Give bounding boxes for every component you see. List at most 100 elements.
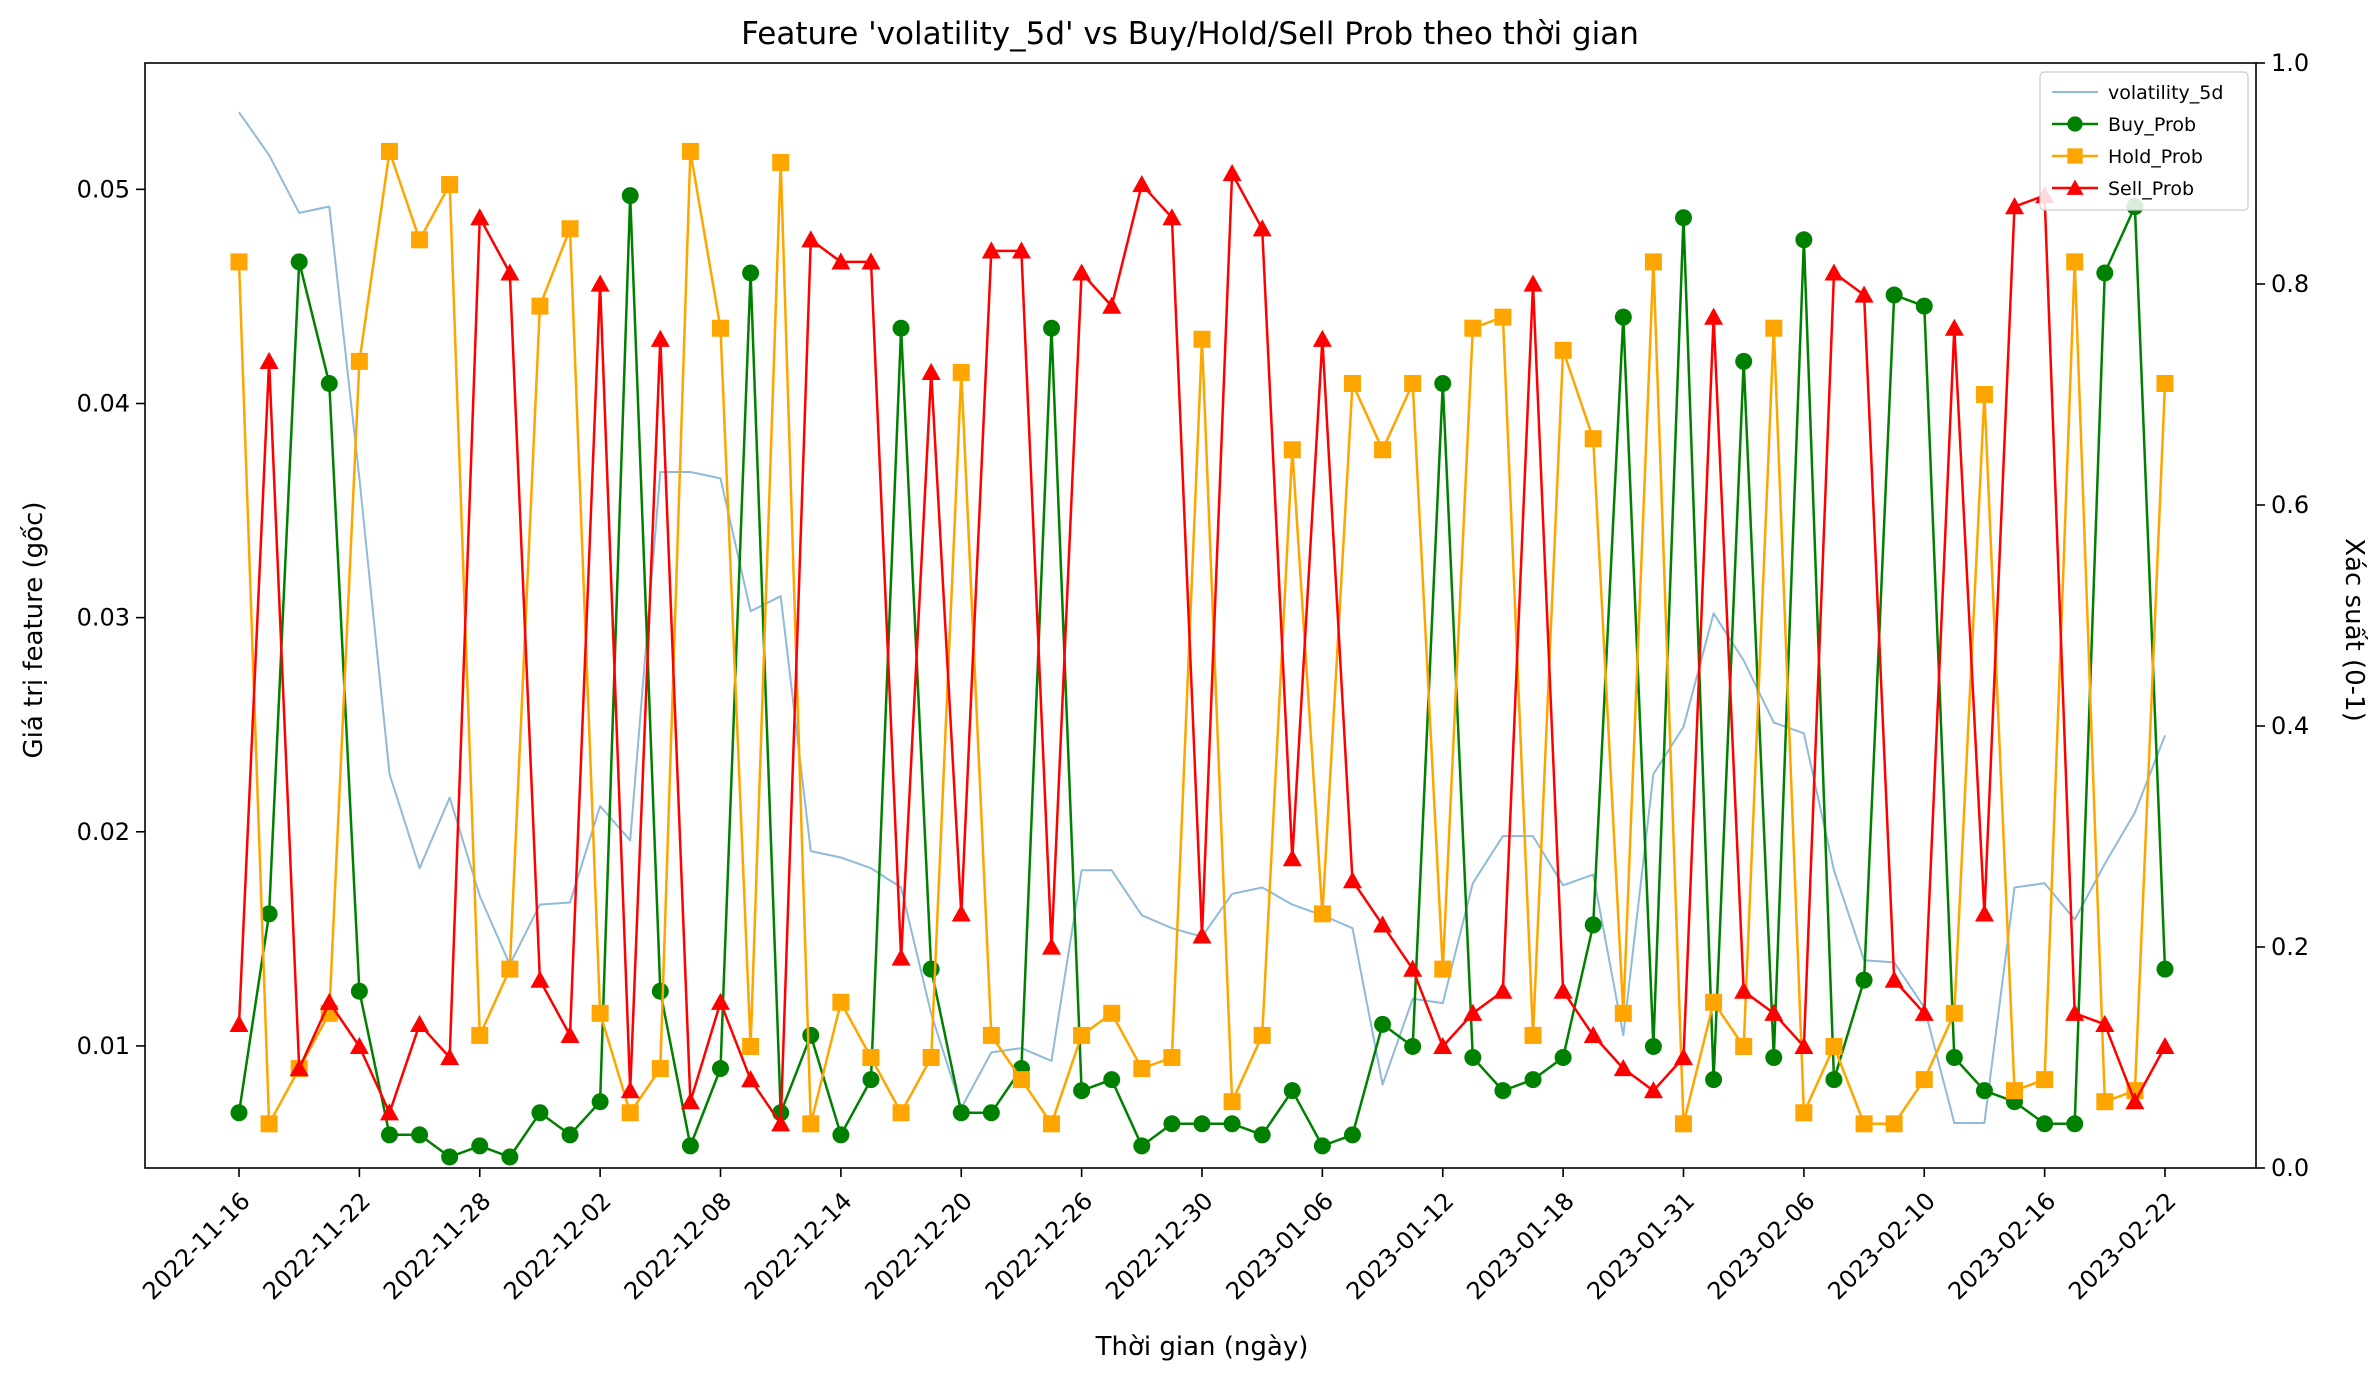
data-point-buy-prob [561,1126,579,1144]
data-point-buy-prob [471,1137,489,1155]
data-point-hold-prob [1675,1115,1692,1133]
data-point-sell-prob [1162,208,1182,226]
data-point-sell-prob [319,992,339,1010]
data-point-hold-prob [1765,319,1783,337]
data-point-hold-prob [862,1049,880,1066]
data-point-hold-prob [1374,441,1392,459]
data-point-hold-prob [1343,374,1361,392]
data-point-hold-prob [2066,253,2084,271]
data-point-buy-prob [862,1071,880,1089]
data-point-hold-prob [1584,430,1602,448]
data-point-hold-prob [1494,308,1512,326]
data-point-hold-prob [1163,1049,1181,1066]
data-point-sell-prob [440,1048,460,1066]
data-point-buy-prob [1404,1037,1422,1055]
data-point-hold-prob [350,352,368,370]
data-point-hold-prob [1825,1037,1843,1055]
data-point-buy-prob [1765,1049,1783,1066]
data-point-buy-prob [681,1137,699,1155]
data-point-buy-prob [1253,1126,1271,1144]
data-point-hold-prob [1253,1026,1271,1044]
data-point-hold-prob [1434,960,1452,978]
y-right-tick-label: 0.4 [2271,712,2309,740]
data-point-buy-prob [1675,209,1692,227]
data-point-buy-prob [591,1093,609,1111]
y-axis-label-right: Xác suất (0-1) [2339,538,2369,721]
y-left-tick-label: 0.01 [77,1032,130,1060]
data-point-hold-prob [2156,374,2174,392]
y-right-tick-label: 1.0 [2271,49,2309,77]
data-point-buy-prob [411,1126,429,1144]
data-point-hold-prob [802,1115,820,1133]
data-point-sell-prob [1613,1059,1633,1077]
data-point-sell-prob [1764,1003,1784,1021]
data-point-sell-prob [861,252,881,270]
data-point-hold-prob [1644,253,1662,271]
data-point-hold-prob [1464,319,1482,337]
data-point-buy-prob [1313,1137,1331,1155]
data-point-hold-prob [1012,1071,1030,1089]
data-point-sell-prob [1312,329,1332,347]
data-point-hold-prob [1404,374,1422,392]
data-point-sell-prob [650,329,670,347]
data-point-sell-prob [590,274,610,292]
data-point-hold-prob [1855,1115,1873,1133]
data-point-hold-prob [2096,1093,2114,1111]
plot-frame [144,62,2257,1169]
data-point-buy-prob [1343,1126,1361,1144]
data-point-buy-prob [1494,1082,1512,1100]
data-point-sell-prob [1192,926,1212,944]
data-point-sell-prob [1342,871,1362,889]
legend-marker-sell-prob [2066,179,2084,195]
data-point-buy-prob [1073,1082,1091,1100]
data-point-buy-prob [952,1104,970,1122]
data-point-sell-prob [1072,263,1092,281]
data-point-hold-prob [1223,1093,1241,1111]
data-point-buy-prob [1855,971,1873,989]
data-point-buy-prob [501,1148,519,1166]
data-point-buy-prob [1825,1071,1843,1089]
data-point-sell-prob [500,263,520,281]
data-point-hold-prob [1795,1104,1813,1122]
data-point-sell-prob [921,362,941,380]
data-point-buy-prob [1644,1037,1662,1055]
series-hold-prob [230,142,2174,1133]
data-point-hold-prob [441,176,459,194]
data-point-buy-prob [290,253,308,271]
data-point-sell-prob [1914,1003,1934,1021]
data-point-hold-prob [1975,386,1993,403]
data-point-sell-prob [349,1036,369,1055]
data-point-hold-prob [2006,1082,2024,1100]
data-point-hold-prob [952,363,970,381]
data-point-sell-prob [1132,175,1152,193]
data-point-buy-prob [742,264,760,282]
data-point-buy-prob [892,319,910,337]
y-left-tick-label: 0.04 [77,389,130,417]
data-point-sell-prob [741,1070,761,1088]
data-point-hold-prob [2036,1071,2054,1089]
data-point-buy-prob [1945,1049,1963,1066]
data-point-sell-prob [680,1092,700,1110]
data-point-hold-prob [621,1104,639,1122]
data-point-sell-prob [891,948,911,966]
data-point-hold-prob [1283,441,1301,459]
data-point-sell-prob [1252,219,1272,237]
data-point-hold-prob [1133,1060,1151,1078]
data-point-hold-prob [411,231,429,249]
data-point-buy-prob [1705,1071,1723,1089]
data-point-buy-prob [2096,264,2114,282]
data-point-buy-prob [712,1060,729,1078]
data-point-buy-prob [1374,1015,1392,1033]
y-axis-label-left: Giá trị feature (gốc) [19,501,49,758]
legend: volatility_5d Buy_Prob Hold_Prob Sell_Prob [2039,71,2249,211]
data-point-sell-prob [530,970,550,988]
data-point-sell-prob [1493,981,1513,999]
data-point-hold-prob [591,1004,609,1022]
data-point-buy-prob [922,960,940,978]
y-right-tick-label: 0.6 [2271,491,2309,519]
data-point-sell-prob [1373,915,1393,933]
data-point-sell-prob [1282,849,1302,867]
data-point-buy-prob [1735,352,1753,370]
